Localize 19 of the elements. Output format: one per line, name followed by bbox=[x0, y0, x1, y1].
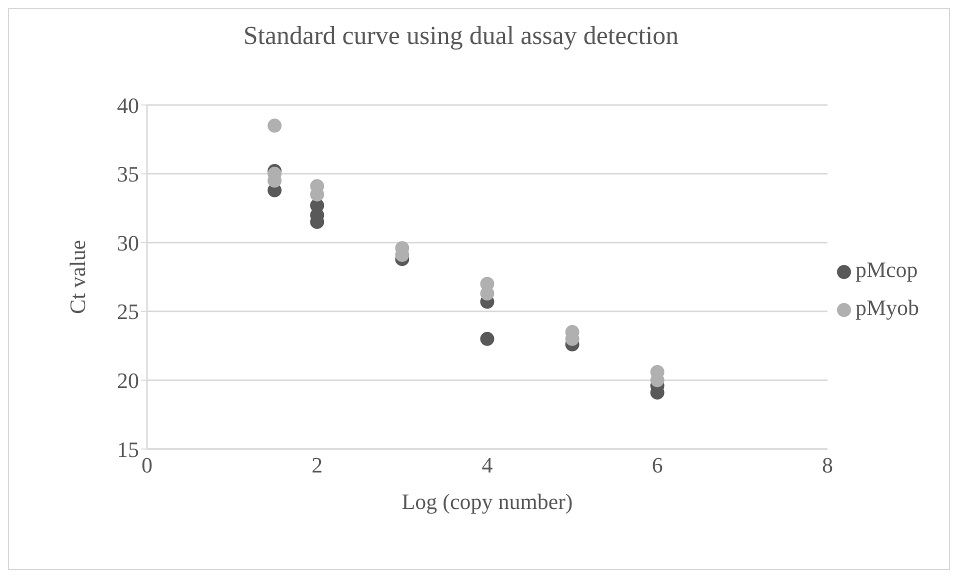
y-tick-label: 25 bbox=[117, 299, 139, 324]
legend-label: pMcop bbox=[855, 257, 918, 282]
y-axis-title: Ct value bbox=[64, 240, 90, 314]
y-tick-label: 40 bbox=[117, 92, 139, 118]
x-tick-label: 6 bbox=[652, 452, 663, 478]
legend-label: pMyob bbox=[855, 295, 919, 320]
y-tick-label: 15 bbox=[117, 436, 139, 462]
y-tick-label: 20 bbox=[117, 368, 139, 394]
x-tick-label: 8 bbox=[822, 452, 833, 478]
y-tick-label: 30 bbox=[117, 230, 139, 256]
x-tick-label: 2 bbox=[312, 452, 323, 478]
chart-title: Standard curve using dual assay detection bbox=[242, 21, 680, 51]
point bbox=[268, 118, 282, 133]
point bbox=[480, 286, 494, 301]
y-tick-label: 35 bbox=[117, 162, 139, 187]
point bbox=[480, 332, 494, 346]
x-axis-title: Log (copy number) bbox=[402, 489, 573, 514]
x-tick-label: 0 bbox=[142, 452, 152, 478]
x-tick-label: 4 bbox=[482, 452, 493, 478]
